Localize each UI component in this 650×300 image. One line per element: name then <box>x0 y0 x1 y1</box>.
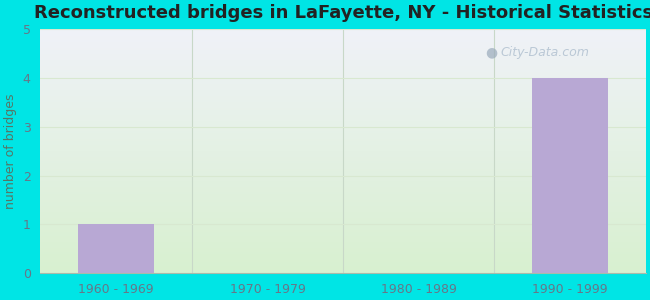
Bar <box>532 78 608 273</box>
Bar <box>78 224 154 273</box>
Text: ●: ● <box>486 45 497 59</box>
Text: City-Data.com: City-Data.com <box>500 46 590 59</box>
Title: Reconstructed bridges in LaFayette, NY - Historical Statistics: Reconstructed bridges in LaFayette, NY -… <box>34 4 650 22</box>
Y-axis label: number of bridges: number of bridges <box>4 93 17 209</box>
